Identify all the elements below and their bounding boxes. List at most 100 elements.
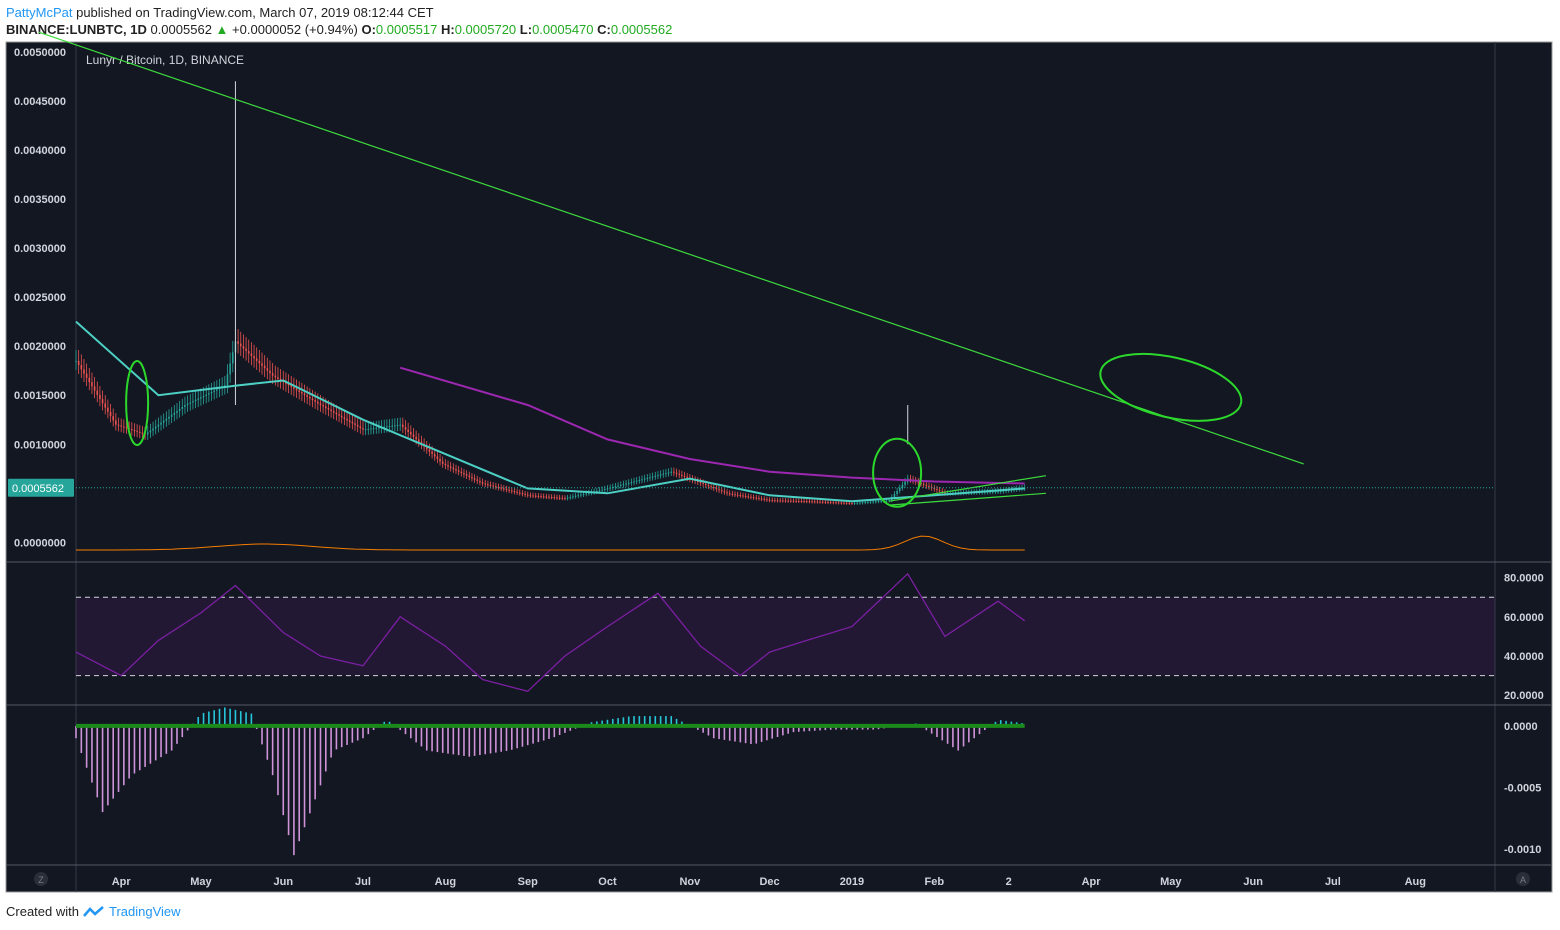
histogram-bar	[649, 716, 651, 726]
candle-body	[667, 472, 670, 474]
candle-body	[723, 491, 726, 493]
candle-body	[758, 498, 760, 500]
candle-body	[162, 420, 165, 423]
histogram-bar	[952, 725, 954, 748]
candle-body	[787, 500, 789, 502]
candle-body	[242, 346, 245, 349]
tradingview-link[interactable]: TradingView	[108, 904, 181, 919]
author-link[interactable]: PattyMcPat	[6, 5, 73, 20]
histogram-bar	[346, 725, 348, 745]
time-axis-tick-label: Sep	[518, 876, 538, 888]
histogram-bar	[962, 725, 965, 747]
candle-body	[359, 426, 362, 429]
candle-body	[80, 365, 83, 370]
time-axis-tick-label: 2019	[840, 876, 864, 888]
candle-body	[109, 411, 112, 417]
price-axis-tick-label: 0.0010000	[14, 439, 66, 451]
candle-body	[324, 406, 327, 409]
candle-body	[659, 474, 662, 476]
price-axis-tick-label: 0.0050000	[14, 47, 66, 59]
histogram-bar	[186, 725, 189, 731]
candle-body	[829, 502, 832, 504]
histogram-bar	[994, 721, 997, 726]
candle-body	[115, 420, 117, 425]
histogram-bar	[712, 725, 715, 739]
candle-body	[840, 502, 843, 504]
candle-body	[455, 469, 457, 471]
candle-body	[526, 494, 529, 496]
histogram-bar	[340, 725, 343, 748]
candle-body	[673, 471, 675, 473]
histogram-bar	[261, 725, 263, 745]
trendline	[889, 492, 1046, 506]
open-label: O:	[361, 22, 376, 37]
histogram-bar	[537, 725, 540, 743]
created-with-text: Created with	[6, 904, 79, 919]
candle-body	[258, 360, 261, 364]
candle-body	[112, 416, 115, 421]
candle-body	[431, 451, 433, 455]
histogram-bar	[425, 725, 428, 751]
close-value: 0.0005562	[610, 22, 673, 37]
histogram-bar	[739, 725, 742, 743]
histogram-bar	[293, 725, 295, 856]
candle-body	[157, 424, 160, 427]
histogram-bar	[218, 708, 221, 726]
histogram-bar	[245, 712, 247, 726]
histogram-bar	[388, 721, 391, 726]
histogram-bar	[128, 725, 130, 779]
candle-body	[465, 474, 468, 476]
candle-body	[327, 408, 330, 410]
candle-body	[641, 479, 643, 481]
change-value: +0.0000052 (+0.94%)	[232, 22, 358, 37]
histogram-bar	[383, 721, 386, 726]
histogram-bar	[627, 716, 630, 726]
candle-body	[91, 382, 93, 387]
candle-body	[407, 429, 409, 432]
candle-body	[625, 483, 627, 485]
time-axis-tick-label: Aug	[435, 876, 456, 888]
histogram-bar	[569, 725, 572, 731]
price-axis-tick-label: 0.0030000	[14, 243, 66, 255]
candle-body	[261, 363, 263, 366]
candle-body	[181, 406, 184, 409]
time-axis-tick-label: May	[190, 876, 212, 888]
candle-body	[763, 498, 766, 500]
histogram-bar	[723, 725, 726, 740]
candle-body	[237, 341, 239, 344]
histogram-bar	[80, 725, 83, 753]
candle-body	[303, 393, 306, 396]
rsi-axis-tick-label: 20.0000	[1504, 690, 1544, 702]
candle-body	[646, 477, 649, 479]
candle-body	[776, 500, 779, 502]
histogram-bar	[968, 725, 970, 743]
histogram-bar	[266, 725, 269, 760]
candle-body	[247, 351, 250, 354]
candle-body	[851, 503, 853, 505]
candle-body	[433, 454, 436, 457]
histogram-bar	[96, 725, 99, 798]
price-axis-tick-label: 0.0040000	[14, 145, 66, 157]
histogram-bar	[564, 725, 566, 733]
candle-body	[205, 394, 208, 396]
candle-body	[99, 394, 101, 400]
candle-body	[734, 494, 736, 496]
candle-body	[322, 405, 324, 407]
histogram-bar	[930, 725, 933, 734]
candle-body	[537, 495, 540, 497]
candle-body	[816, 501, 819, 503]
candle-body	[473, 478, 476, 480]
candle-body	[893, 494, 896, 498]
candle-body	[386, 426, 388, 428]
histogram-bar	[176, 725, 178, 744]
candle-body	[444, 463, 447, 466]
candle-body	[715, 488, 718, 490]
candle-body	[266, 368, 269, 371]
candle-body	[651, 476, 654, 478]
histogram-bar	[101, 725, 104, 813]
oscillator-axis-tick-label: 0.0000	[1504, 721, 1538, 733]
histogram-bar	[303, 725, 306, 828]
histogram-bar	[441, 725, 444, 753]
candle-body	[832, 502, 835, 504]
